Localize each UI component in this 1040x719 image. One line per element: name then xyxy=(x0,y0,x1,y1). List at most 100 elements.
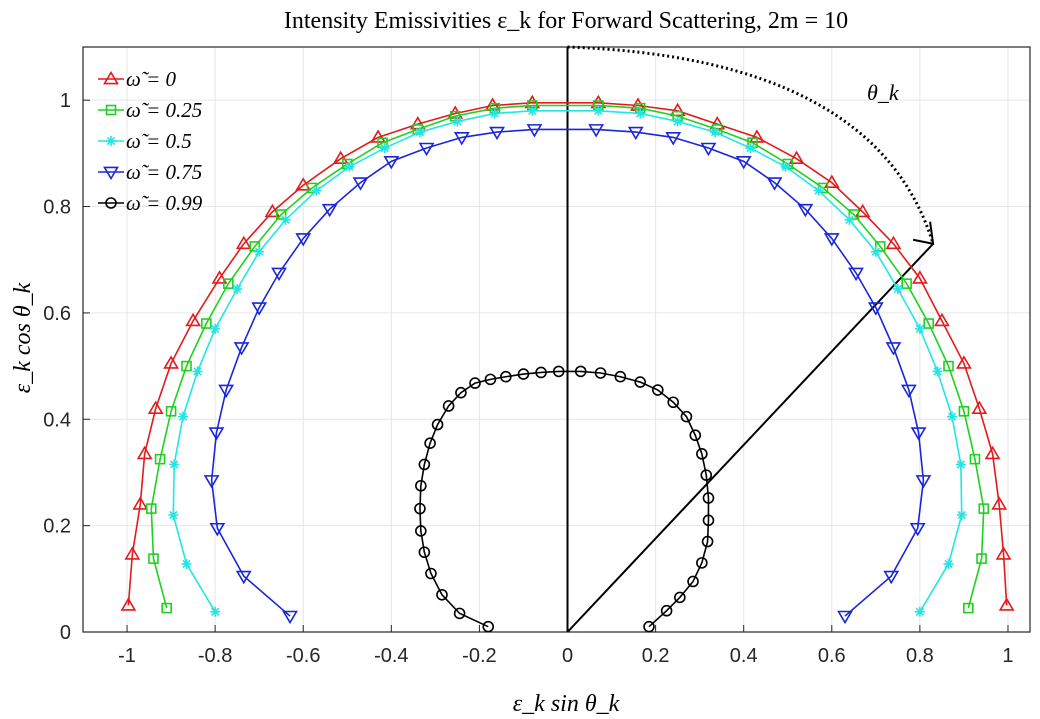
legend-label: ω̃ = 0.5 xyxy=(126,129,192,153)
angle-arrowhead xyxy=(912,221,935,246)
data-point xyxy=(469,377,481,389)
data-point xyxy=(453,607,466,620)
data-point xyxy=(614,370,627,383)
x-tick-label: -0.4 xyxy=(374,645,408,667)
data-point xyxy=(233,342,250,356)
data-point xyxy=(132,496,149,510)
data-point xyxy=(352,177,369,191)
data-point xyxy=(218,384,235,399)
data-point xyxy=(271,267,287,282)
x-tick-label: 0 xyxy=(562,645,573,667)
data-point xyxy=(414,127,425,138)
data-point xyxy=(154,453,166,465)
data-point xyxy=(701,535,714,548)
data-point xyxy=(383,155,400,170)
data-point xyxy=(680,410,693,423)
x-axis-label: ε_k sin θ_k xyxy=(513,691,620,717)
data-point xyxy=(934,312,950,327)
data-point xyxy=(181,558,192,569)
data-point xyxy=(885,235,902,250)
series-4 xyxy=(414,365,715,633)
x-tick-label: 0.4 xyxy=(730,645,758,667)
data-point xyxy=(593,105,604,116)
x-tick-label: -1 xyxy=(118,645,136,667)
chart-title: Intensity Emissivities ε_k for Forward S… xyxy=(284,8,848,34)
data-point xyxy=(124,546,141,560)
series-line xyxy=(172,110,963,613)
data-point xyxy=(635,108,646,119)
legend: ω̃ = 0 ω̃ = 0.25 ω̃ = 0.5 ω̃ = 0.75 ω̃ = 0.9… xyxy=(98,67,203,215)
legend-entry: ω̃ = 0.25 xyxy=(98,98,202,122)
data-point xyxy=(848,267,864,282)
data-point xyxy=(854,203,871,218)
data-point xyxy=(932,366,943,377)
data-point xyxy=(120,597,137,611)
data-point xyxy=(452,116,463,127)
legend-entry: ω̃ = 0.99 xyxy=(98,191,203,215)
data-point xyxy=(415,525,427,537)
data-point xyxy=(991,496,1008,510)
x-tick-label: -0.6 xyxy=(286,645,320,667)
data-point xyxy=(958,405,970,417)
data-point xyxy=(700,142,717,157)
data-point xyxy=(660,604,673,617)
data-point xyxy=(264,203,281,218)
data-point xyxy=(223,278,234,289)
data-point xyxy=(689,429,702,442)
data-point xyxy=(185,312,202,327)
data-point xyxy=(251,302,268,316)
data-point xyxy=(379,143,390,154)
data-point xyxy=(963,602,974,614)
data-point xyxy=(344,161,355,172)
data-point xyxy=(106,136,116,146)
data-point xyxy=(527,105,538,116)
data-point xyxy=(235,235,252,250)
data-point xyxy=(500,370,512,383)
data-point xyxy=(901,278,912,289)
data-point xyxy=(418,458,431,471)
y-tick-label: 1 xyxy=(60,90,71,112)
data-point xyxy=(311,185,322,196)
data-point xyxy=(892,283,903,294)
data-point xyxy=(630,97,646,111)
data-point xyxy=(687,575,699,588)
data-point xyxy=(280,214,291,225)
data-point xyxy=(425,567,437,580)
data-point xyxy=(453,132,470,146)
data-point xyxy=(588,124,605,138)
data-point xyxy=(295,177,312,191)
data-point xyxy=(923,318,934,329)
data-point xyxy=(971,400,988,414)
data-point xyxy=(103,166,119,181)
legend-label: ω̃ = 0.75 xyxy=(126,160,202,184)
x-tick-label: 0.8 xyxy=(906,645,934,667)
data-point xyxy=(526,124,543,138)
data-point xyxy=(105,104,117,116)
y-tick-label: 0.4 xyxy=(43,409,71,431)
data-point xyxy=(984,445,1001,460)
series-3 xyxy=(203,124,932,625)
data-point xyxy=(442,400,455,412)
x-tick-label: 0.6 xyxy=(818,645,846,667)
series-line xyxy=(210,128,925,617)
data-point xyxy=(915,475,932,489)
data-point xyxy=(665,132,682,146)
data-point xyxy=(414,502,426,515)
data-point xyxy=(702,514,715,527)
data-point xyxy=(275,209,287,220)
data-point xyxy=(788,150,805,165)
theta-k-annotation: θ_k xyxy=(867,80,900,105)
data-point xyxy=(976,553,987,564)
data-point xyxy=(874,241,886,252)
data-point xyxy=(674,591,686,604)
data-point xyxy=(696,448,708,460)
data-point xyxy=(766,177,783,191)
data-point xyxy=(295,233,312,247)
data-point xyxy=(594,367,607,379)
data-point xyxy=(232,283,243,294)
legend-label: ω̃ = 0.99 xyxy=(126,191,203,215)
data-point xyxy=(735,155,752,170)
series-2 xyxy=(168,105,967,617)
data-point xyxy=(249,241,261,252)
data-point xyxy=(837,610,853,625)
